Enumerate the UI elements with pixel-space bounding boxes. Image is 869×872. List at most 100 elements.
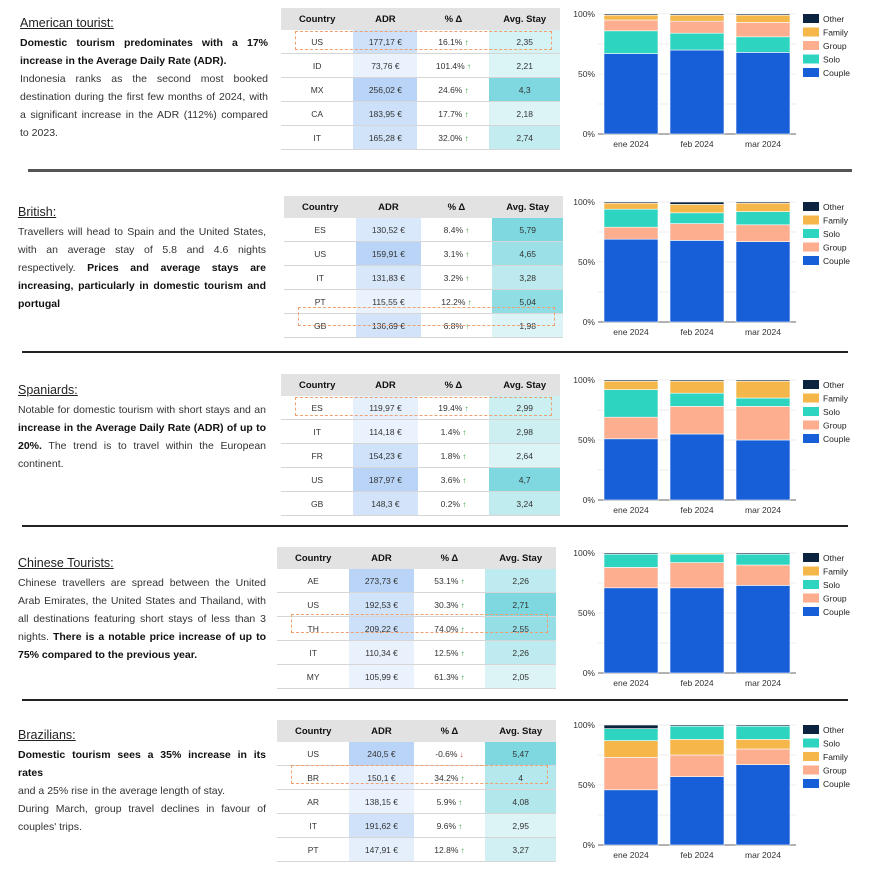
legend-label[interactable]: Group: [823, 594, 847, 604]
legend-label[interactable]: Family: [823, 567, 849, 577]
bar-segment-other[interactable]: [735, 201, 791, 204]
legend-label[interactable]: Group: [823, 41, 847, 51]
bar-segment-group[interactable]: [735, 564, 791, 586]
bar-segment-couple[interactable]: [669, 433, 725, 501]
bar-segment-solo[interactable]: [669, 725, 725, 740]
column-header[interactable]: % Δ: [417, 8, 490, 30]
bar-segment-solo[interactable]: [735, 725, 791, 740]
bar-segment-family[interactable]: [735, 380, 791, 399]
column-header[interactable]: ADR: [353, 8, 418, 30]
legend-label[interactable]: Couple: [823, 607, 850, 617]
table-row[interactable]: FR 154,23 €1.8% ↑ 2,64: [281, 443, 560, 468]
legend-label[interactable]: Solo: [823, 229, 840, 239]
bar-segment-other[interactable]: [669, 13, 725, 16]
table-row[interactable]: AR 138,15 €5.9% ↑ 4,08: [277, 789, 556, 814]
column-header[interactable]: Avg. Stay: [485, 720, 556, 742]
column-header[interactable]: ADR: [353, 374, 418, 396]
legend-label[interactable]: Other: [823, 380, 844, 390]
bar-segment-group[interactable]: [669, 20, 725, 34]
table-row[interactable]: ID 73,76 €101.4% ↑ 2,21: [281, 53, 560, 78]
legend-label[interactable]: Other: [823, 553, 844, 563]
bar-segment-other[interactable]: [669, 379, 725, 382]
bar-segment-group[interactable]: [603, 19, 659, 32]
table-row[interactable]: MY 105,99 €61.3% ↑ 2,05: [277, 664, 556, 689]
bar-segment-group[interactable]: [735, 22, 791, 38]
bar-segment-solo[interactable]: [603, 553, 659, 568]
bar-segment-group[interactable]: [669, 754, 725, 777]
bar-segment-family[interactable]: [669, 739, 725, 756]
legend-label[interactable]: Group: [823, 243, 847, 253]
table-row[interactable]: BR 150,1 €34.2% ↑ 4: [277, 765, 556, 790]
bar-segment-other[interactable]: [735, 13, 791, 16]
legend-label[interactable]: Couple: [823, 779, 850, 789]
bar-segment-solo[interactable]: [735, 397, 791, 407]
bar-segment-couple[interactable]: [735, 764, 791, 846]
bar-segment-other[interactable]: [603, 201, 659, 204]
bar-segment-solo[interactable]: [603, 389, 659, 418]
bar-segment-solo[interactable]: [669, 553, 725, 563]
bar-segment-other[interactable]: [735, 552, 791, 555]
bar-segment-group[interactable]: [669, 406, 725, 435]
table-row[interactable]: US 187,97 €3.6% ↑ 4,7: [281, 467, 560, 492]
bar-segment-family[interactable]: [669, 204, 725, 214]
bar-segment-couple[interactable]: [603, 438, 659, 501]
bar-segment-solo[interactable]: [603, 728, 659, 741]
bar-segment-family[interactable]: [735, 14, 791, 23]
bar-segment-group[interactable]: [735, 224, 791, 242]
bar-segment-solo[interactable]: [669, 32, 725, 51]
legend-label[interactable]: Solo: [823, 580, 840, 590]
bar-segment-family[interactable]: [669, 14, 725, 22]
column-header[interactable]: % Δ: [420, 196, 493, 218]
table-row[interactable]: AE 273,73 €53.1% ↑ 2,26: [277, 569, 556, 593]
table-row[interactable]: GB 136,69 €6.8% ↑ 1,98: [284, 313, 563, 338]
bar-segment-solo[interactable]: [735, 211, 791, 226]
table-row[interactable]: US 177,17 €16.1% ↑ 2,35: [281, 30, 560, 54]
table-row[interactable]: PT 115,55 €12.2% ↑ 5,04: [284, 289, 563, 314]
bar-segment-group[interactable]: [603, 567, 659, 589]
table-row[interactable]: IT 114,18 €1.4% ↑ 2,98: [281, 419, 560, 444]
bar-segment-other[interactable]: [735, 379, 791, 382]
column-header[interactable]: % Δ: [413, 547, 486, 569]
legend-label[interactable]: Couple: [823, 68, 850, 78]
legend-label[interactable]: Group: [823, 421, 847, 431]
bar-segment-couple[interactable]: [735, 241, 791, 323]
bar-segment-family[interactable]: [603, 14, 659, 21]
bar-segment-couple[interactable]: [603, 587, 659, 674]
column-header[interactable]: Avg. Stay: [489, 8, 560, 30]
bar-segment-group[interactable]: [669, 223, 725, 241]
bar-segment-couple[interactable]: [735, 585, 791, 674]
column-header[interactable]: Country: [284, 196, 357, 218]
bar-segment-family[interactable]: [669, 380, 725, 394]
bar-segment-group[interactable]: [735, 406, 791, 441]
column-header[interactable]: % Δ: [413, 720, 486, 742]
bar-segment-family[interactable]: [669, 552, 725, 555]
bar-segment-other[interactable]: [603, 379, 659, 382]
bar-segment-group[interactable]: [735, 748, 791, 765]
bar-segment-group[interactable]: [603, 226, 659, 240]
bar-segment-family[interactable]: [735, 739, 791, 750]
column-header[interactable]: ADR: [349, 720, 414, 742]
column-header[interactable]: Country: [277, 547, 350, 569]
column-header[interactable]: Avg. Stay: [492, 196, 563, 218]
table-row[interactable]: IT 131,83 €3.2% ↑ 3,28: [284, 265, 563, 290]
legend-label[interactable]: Couple: [823, 256, 850, 266]
column-header[interactable]: ADR: [349, 547, 414, 569]
table-row[interactable]: IT 110,34 €12.5% ↑ 2,26: [277, 640, 556, 665]
legend-label[interactable]: Family: [823, 216, 849, 226]
table-row[interactable]: US 192,53 €30.3% ↑ 2,71: [277, 592, 556, 617]
legend-label[interactable]: Family: [823, 28, 849, 38]
bar-segment-couple[interactable]: [603, 789, 659, 846]
bar-segment-couple[interactable]: [735, 439, 791, 501]
bar-segment-group[interactable]: [603, 757, 659, 791]
table-row[interactable]: IT 191,62 €9.6% ↑ 2,95: [277, 813, 556, 838]
bar-segment-solo[interactable]: [735, 36, 791, 53]
bar-segment-other[interactable]: [669, 724, 725, 727]
legend-label[interactable]: Group: [823, 766, 847, 776]
bar-segment-solo[interactable]: [603, 208, 659, 228]
bar-segment-family[interactable]: [735, 202, 791, 212]
bar-segment-family[interactable]: [603, 740, 659, 758]
bar-segment-couple[interactable]: [603, 238, 659, 323]
legend-label[interactable]: Family: [823, 394, 849, 404]
bar-segment-other[interactable]: [603, 552, 659, 555]
bar-segment-other[interactable]: [603, 13, 659, 16]
